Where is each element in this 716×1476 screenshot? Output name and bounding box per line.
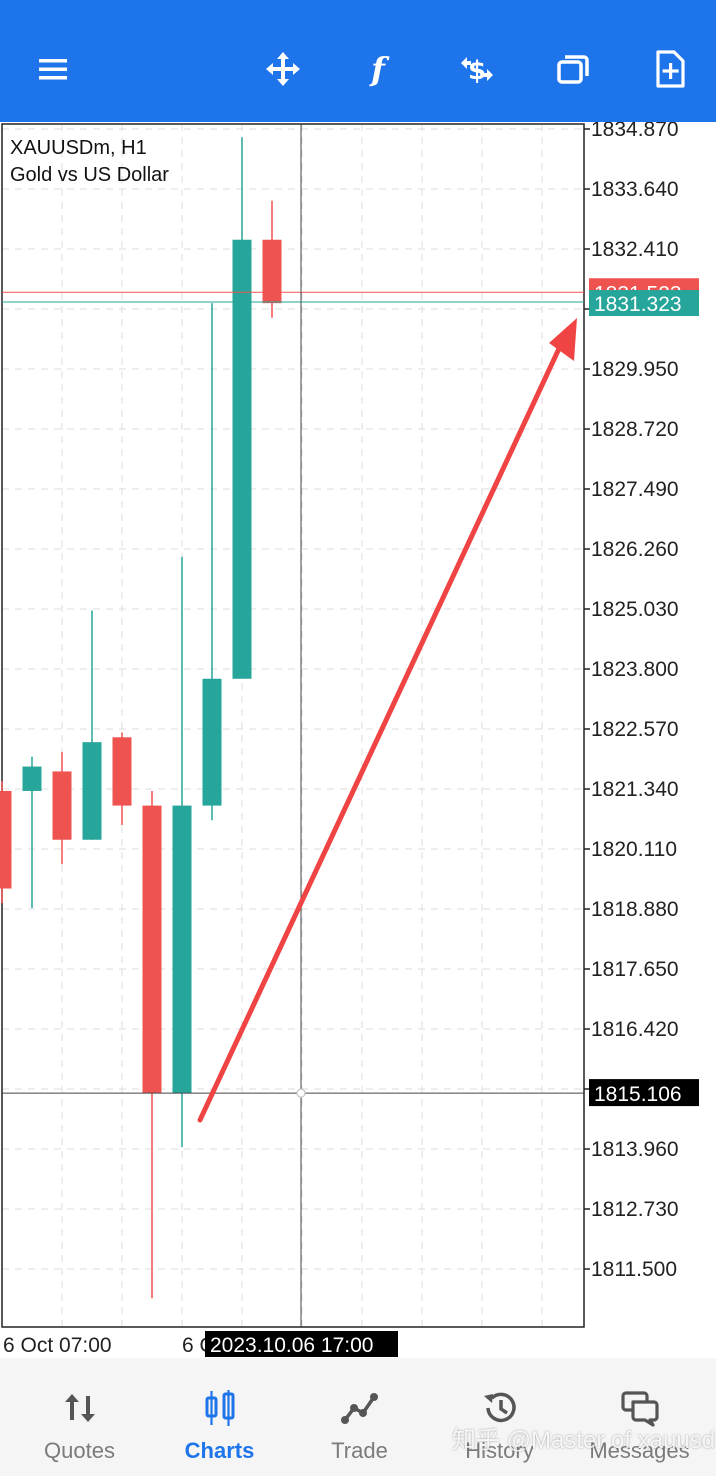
candle-body (0, 790, 12, 889)
nav-history[interactable]: History (428, 1358, 571, 1476)
messages-icon (568, 1388, 711, 1428)
plot-border (1, 123, 585, 1328)
candle-body (82, 742, 102, 840)
candle-body (112, 737, 132, 806)
price-label: 1825.030 (591, 598, 679, 621)
candle-body (232, 239, 252, 679)
time-label: 6 Oct 07:00 (3, 1334, 112, 1357)
chart-area[interactable]: 1834.8701833.6401832.4101831.1801829.950… (0, 122, 716, 1358)
bid-price-tag (589, 290, 699, 317)
price-chart[interactable]: 1834.8701833.6401832.4101831.1801829.950… (0, 122, 716, 1358)
price-label: 1813.960 (591, 1138, 679, 1161)
nav-quotes[interactable]: Quotes (8, 1358, 151, 1476)
symbol-name: XAUUSDm, H1 (10, 137, 147, 159)
price-label: 1833.640 (591, 178, 679, 201)
price-label: 1821.340 (591, 778, 679, 801)
price-label: 1812.730 (591, 1198, 679, 1221)
price-label: 1817.650 (591, 958, 679, 981)
price-label: 1832.410 (591, 238, 679, 261)
price-label: 1811.500 (591, 1258, 677, 1281)
nav-charts[interactable]: Charts (148, 1358, 291, 1476)
price-label: 1834.870 (591, 122, 679, 141)
bid-price-label: 1831.323 (594, 293, 682, 316)
watermark: 知乎 @Master of xauusd (452, 1427, 716, 1454)
nav-label: Messages (589, 1438, 690, 1463)
price-label: 1816.420 (591, 1018, 679, 1041)
nav-label: Trade (331, 1438, 388, 1463)
crosshair-center (296, 1088, 306, 1098)
crosshair-price-tag (589, 1079, 699, 1107)
nav-trade[interactable]: Trade (288, 1358, 431, 1476)
price-label: 1829.950 (591, 358, 679, 381)
price-label: 1820.110 (591, 838, 677, 861)
history-icon (428, 1388, 571, 1428)
new-order-icon[interactable] (645, 44, 695, 94)
quotes-icon (8, 1388, 151, 1428)
crosshair-time-label: 2023.10.06 17:00 (210, 1334, 374, 1357)
trade-icon (288, 1388, 431, 1428)
annotation-arrow-head (549, 318, 577, 361)
symbol-description: Gold vs US Dollar (10, 164, 169, 186)
candle-body (52, 771, 72, 840)
candle-body (262, 239, 282, 304)
indicators-icon[interactable]: f (353, 44, 403, 94)
candle-body (22, 766, 42, 791)
top-toolbar: f $ (0, 0, 716, 122)
bottom-navigation: Quotes Charts Trade History Messages (0, 1358, 716, 1476)
svg-text:f: f (369, 50, 390, 88)
price-label: 1823.800 (591, 658, 679, 681)
crosshair-move-icon[interactable] (258, 44, 308, 94)
price-label: 1826.260 (591, 538, 679, 561)
charts-icon (148, 1388, 291, 1428)
candle-body (142, 805, 162, 1094)
price-label: 1818.880 (591, 898, 679, 921)
nav-label: History (465, 1438, 534, 1463)
menu-icon[interactable] (28, 44, 78, 94)
candle-body (202, 678, 222, 806)
price-label: 1827.490 (591, 478, 679, 501)
symbol-info: XAUUSDm, H1 Gold vs US Dollar (10, 135, 169, 189)
nav-label: Quotes (44, 1438, 115, 1463)
annotation-arrow-line (197, 337, 566, 1123)
crosshair-time-tag (205, 1331, 398, 1357)
candle-body (172, 805, 192, 1094)
nav-messages[interactable]: Messages (568, 1358, 711, 1476)
svg-text:$: $ (468, 56, 486, 86)
crosshair-price-label: 1815.106 (594, 1083, 682, 1106)
price-label: 1822.570 (591, 718, 679, 741)
price-label: 1828.720 (591, 418, 679, 441)
windows-icon[interactable] (548, 44, 598, 94)
trade-dollar-icon[interactable]: $ (452, 44, 502, 94)
nav-label: Charts (184, 1438, 255, 1463)
